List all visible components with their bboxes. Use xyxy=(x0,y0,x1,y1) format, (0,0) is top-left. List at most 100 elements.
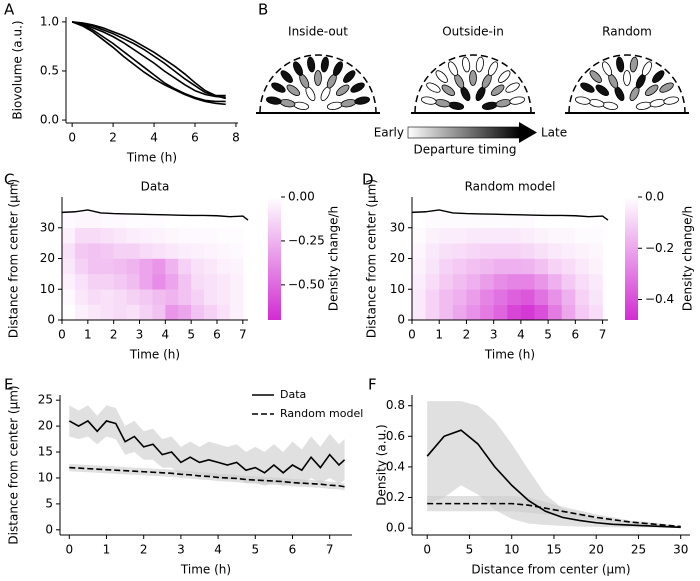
cell xyxy=(271,82,286,93)
heatmap-cell xyxy=(191,273,205,290)
heatmap-cell xyxy=(507,273,522,290)
heatmap-cell xyxy=(217,304,231,321)
heatmap-cell xyxy=(480,258,494,275)
y-tick-label: 0.0 xyxy=(386,521,405,535)
heatmap-cell xyxy=(452,304,467,321)
error-band xyxy=(69,463,345,491)
series-line xyxy=(427,502,681,528)
cell xyxy=(580,82,595,93)
cell xyxy=(495,99,512,108)
heatmap-cell xyxy=(139,212,153,229)
cell xyxy=(588,99,605,108)
cell xyxy=(266,96,282,105)
cell xyxy=(343,70,356,83)
series-line xyxy=(69,466,345,488)
series-line xyxy=(68,419,346,474)
heatmap-cell xyxy=(74,212,89,229)
y-tick-label: 15 xyxy=(38,445,53,459)
x-tick-label: 1 xyxy=(84,328,92,342)
panel-title: Data xyxy=(141,180,170,194)
y-tick-label: 5 xyxy=(45,496,53,510)
heatmap-cell xyxy=(588,243,603,259)
heatmap-cell xyxy=(534,258,549,275)
heatmap-cell xyxy=(126,273,140,290)
heatmap-cell xyxy=(425,227,440,244)
heatmap-cell xyxy=(229,243,244,259)
colorbar-label: Density change/h xyxy=(681,206,695,311)
heatmap-cell xyxy=(575,212,590,229)
x-tick-label: 5 xyxy=(187,328,195,342)
x-tick-label: 4 xyxy=(214,543,222,557)
heatmap-cell xyxy=(425,273,440,290)
x-axis-label: Time (h) xyxy=(126,151,177,165)
heatmap-cell xyxy=(561,258,576,275)
heatmap-cell xyxy=(520,227,535,244)
heatmap-cell xyxy=(452,258,467,275)
cell xyxy=(421,96,437,105)
series-line xyxy=(71,21,226,103)
x-tick-label: 20 xyxy=(589,543,604,557)
heatmap-cell xyxy=(62,243,76,259)
heatmap-cell xyxy=(113,258,127,275)
heatmap-cell xyxy=(229,304,244,321)
colony-outline xyxy=(259,54,377,114)
heatmap-cell xyxy=(575,227,590,244)
heatmap-cell xyxy=(139,304,153,321)
heatmap-cell xyxy=(191,304,205,321)
heatmap-cell xyxy=(229,289,244,305)
y-axis-label: Density (a.u.) xyxy=(375,424,389,505)
x-tick-label: 4 xyxy=(517,328,525,342)
heatmap-cell xyxy=(139,243,153,259)
heatmap-cell xyxy=(229,273,244,290)
heatmap-cell xyxy=(126,304,140,321)
x-tick-label: 6 xyxy=(213,328,221,342)
x-tick-label: 7 xyxy=(239,328,247,342)
heatmap-cell xyxy=(113,273,127,290)
x-axis-label: Time (h) xyxy=(129,348,180,362)
heatmap-cell xyxy=(548,258,563,275)
heatmap-cell xyxy=(165,227,179,244)
y-tick-label: 20 xyxy=(390,251,405,265)
heatmap-cell xyxy=(452,243,467,259)
cell xyxy=(320,56,329,73)
cell xyxy=(340,99,357,108)
heatmap-cell xyxy=(100,258,114,275)
cell xyxy=(481,101,498,110)
colorbar-tick-label: −0.4 xyxy=(645,292,674,306)
x-tick-label: 5 xyxy=(251,543,259,557)
x-tick-label: 1 xyxy=(435,328,443,342)
cell xyxy=(659,82,674,93)
heatmap-cell xyxy=(520,243,535,259)
heatmap-cell xyxy=(466,243,481,259)
heatmap-cell xyxy=(113,212,127,229)
heatmap-cell xyxy=(452,227,467,244)
y-tick-label: 10 xyxy=(38,470,53,484)
x-tick-label: 4 xyxy=(162,328,170,342)
cell xyxy=(635,101,652,110)
heatmap-cell xyxy=(520,273,535,290)
heatmap-cell xyxy=(229,227,244,244)
heatmap-cell xyxy=(191,289,205,305)
heatmap-cell xyxy=(165,243,179,259)
heatmap-cell xyxy=(139,289,153,305)
heatmap-cell xyxy=(178,212,192,229)
scale-label: Late xyxy=(541,126,567,140)
heatmap-cell xyxy=(100,289,114,305)
heatmap-cell xyxy=(480,273,494,290)
x-tick-label: 30 xyxy=(673,543,688,557)
heatmap-cell xyxy=(493,289,508,305)
heatmap-cell xyxy=(452,212,467,229)
heatmap-cell xyxy=(62,212,76,229)
cell xyxy=(488,61,498,76)
series-line xyxy=(71,21,226,106)
heatmap-cell xyxy=(139,258,153,275)
x-tick-label: 2 xyxy=(463,328,471,342)
heatmap-cell xyxy=(412,304,426,321)
heatmap-cell xyxy=(412,243,426,259)
x-axis-label: Time (h) xyxy=(484,348,535,362)
heatmap-cell xyxy=(575,258,590,275)
heatmap-cell xyxy=(204,273,218,290)
y-tick-label: 1.0 xyxy=(40,14,59,28)
heatmap-cell xyxy=(534,243,549,259)
heatmap-cell xyxy=(507,212,522,229)
